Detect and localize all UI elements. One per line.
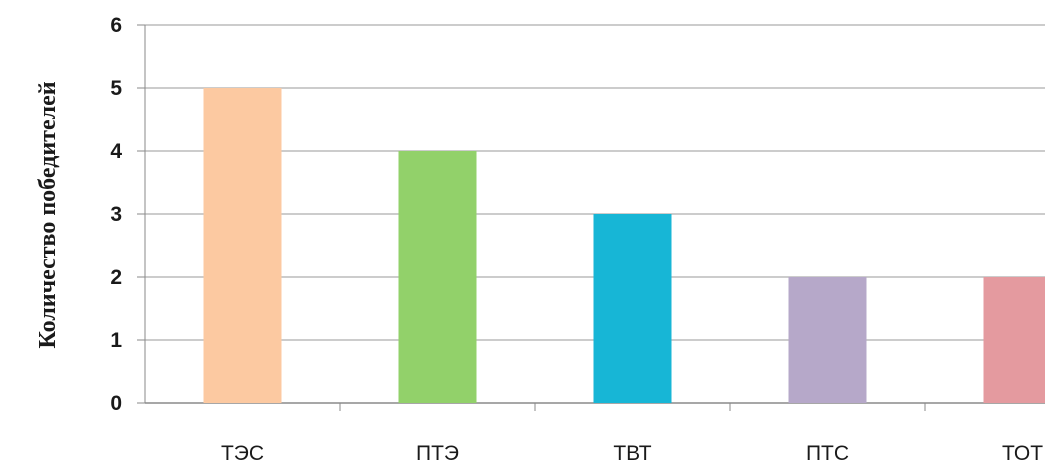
x-tick-label: ТОТ bbox=[1002, 442, 1043, 465]
x-tick-label: ТВТ bbox=[613, 442, 651, 465]
bar-5 bbox=[983, 277, 1045, 403]
bar-3 bbox=[593, 214, 672, 403]
y-tick-label: 3 bbox=[110, 203, 122, 226]
y-tick-label: 5 bbox=[110, 77, 122, 100]
bars bbox=[203, 88, 1045, 403]
bar-1 bbox=[203, 88, 282, 403]
y-axis-label: Количество победителей bbox=[35, 81, 61, 348]
x-tick-label: ПТЭ bbox=[416, 442, 459, 465]
x-tick-labels: ТЭС ПТЭ ТВТ ПТС ТОТ bbox=[221, 442, 1043, 465]
y-tick-label: 6 bbox=[110, 14, 122, 37]
bar-2 bbox=[398, 151, 477, 403]
x-tick-label: ПТС bbox=[806, 442, 849, 465]
x-tick-label: ТЭС bbox=[221, 442, 264, 465]
y-tick-label: 4 bbox=[110, 140, 122, 163]
bar-4 bbox=[788, 277, 867, 403]
y-tick-labels: 0 1 2 3 4 5 6 bbox=[110, 14, 122, 415]
y-tick-label: 1 bbox=[110, 329, 122, 352]
y-tick-label: 2 bbox=[110, 266, 122, 289]
y-tick-label: 0 bbox=[110, 392, 122, 415]
